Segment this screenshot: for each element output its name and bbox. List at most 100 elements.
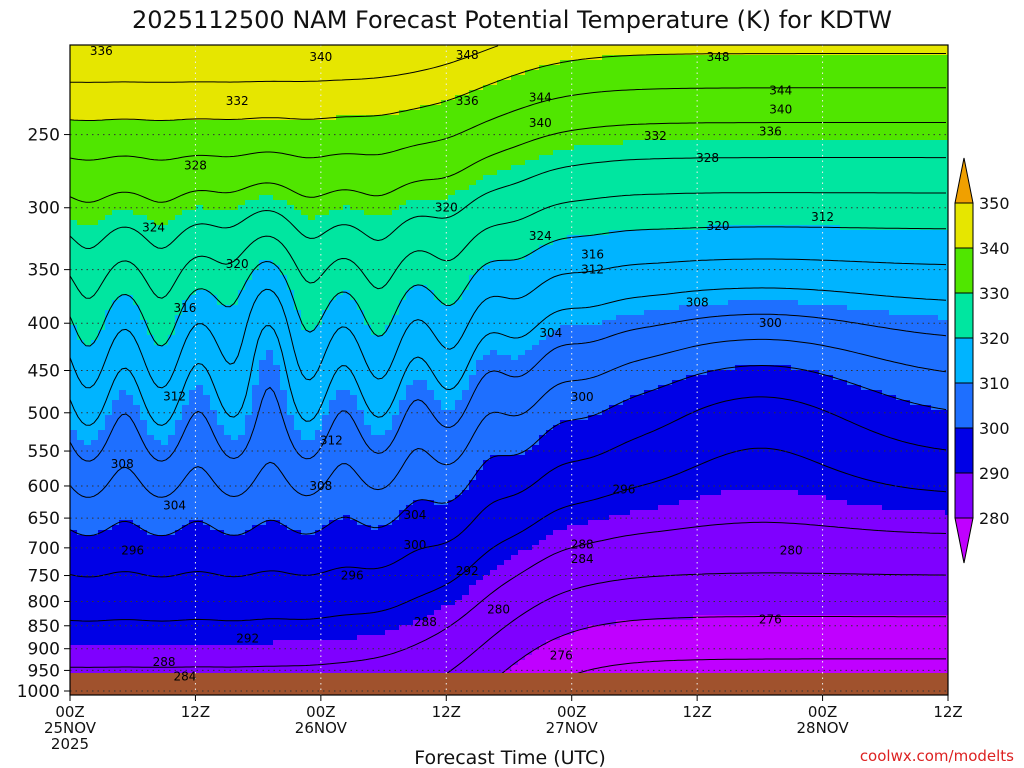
field-cell xyxy=(189,170,197,176)
field-cell xyxy=(175,175,183,181)
field-cell xyxy=(280,555,288,561)
field-cell xyxy=(273,165,281,171)
field-cell xyxy=(133,160,141,166)
field-cell xyxy=(70,535,78,541)
field-cell xyxy=(280,655,288,661)
field-cell xyxy=(133,655,141,661)
field-cell xyxy=(196,140,204,146)
field-cell xyxy=(84,335,92,341)
field-cell xyxy=(77,265,85,271)
field-cell xyxy=(140,75,148,81)
field-cell xyxy=(238,455,246,461)
field-cell xyxy=(224,370,232,376)
field-cell xyxy=(308,190,316,196)
field-cell xyxy=(182,115,190,121)
field-cell xyxy=(322,575,330,581)
field-cell xyxy=(182,80,190,86)
field-cell xyxy=(189,390,197,396)
field-cell xyxy=(238,550,246,556)
field-cell xyxy=(161,595,169,601)
field-cell xyxy=(161,160,169,166)
field-cell xyxy=(301,110,309,116)
field-cell xyxy=(322,265,330,271)
field-cell xyxy=(175,405,183,411)
field-cell xyxy=(287,595,295,601)
field-cell xyxy=(147,580,155,586)
field-cell xyxy=(196,310,204,316)
field-cell xyxy=(329,220,337,226)
field-cell xyxy=(147,625,155,631)
field-cell xyxy=(147,100,155,106)
field-cell xyxy=(189,670,197,676)
field-cell xyxy=(77,545,85,551)
field-cell xyxy=(147,70,155,76)
field-cell xyxy=(315,510,323,516)
field-cell xyxy=(140,595,148,601)
field-cell xyxy=(308,445,316,451)
field-cell xyxy=(84,145,92,151)
field-cell xyxy=(280,410,288,416)
field-cell xyxy=(308,260,316,266)
field-cell xyxy=(196,460,204,466)
field-cell xyxy=(196,70,204,76)
field-cell xyxy=(210,355,218,361)
field-cell xyxy=(161,550,169,556)
field-cell xyxy=(210,340,218,346)
field-cell xyxy=(147,300,155,306)
field-cell xyxy=(217,455,225,461)
field-cell xyxy=(273,355,281,361)
field-cell xyxy=(70,420,78,426)
field-cell xyxy=(280,415,288,421)
field-cell xyxy=(287,165,295,171)
field-cell xyxy=(91,45,99,51)
field-cell xyxy=(308,495,316,501)
field-cell xyxy=(210,605,218,611)
field-cell xyxy=(294,660,302,666)
field-cell xyxy=(189,355,197,361)
field-cell xyxy=(77,610,85,616)
field-cell xyxy=(273,425,281,431)
field-cell xyxy=(196,180,204,186)
field-cell xyxy=(322,645,330,651)
field-cell xyxy=(175,450,183,456)
field-cell xyxy=(189,420,197,426)
field-cell xyxy=(259,255,267,261)
field-cell xyxy=(308,335,316,341)
field-cell xyxy=(224,270,232,276)
field-cell xyxy=(147,175,155,181)
field-cell xyxy=(168,85,176,91)
field-cell xyxy=(231,615,239,621)
field-cell xyxy=(294,555,302,561)
field-cell xyxy=(168,175,176,181)
field-cell xyxy=(252,190,260,196)
field-cell xyxy=(245,640,253,646)
field-cell xyxy=(77,555,85,561)
field-cell xyxy=(308,185,316,191)
field-cell xyxy=(140,250,148,256)
field-cell xyxy=(280,660,288,666)
field-cell xyxy=(140,180,148,186)
field-cell xyxy=(98,610,106,616)
field-cell xyxy=(147,145,155,151)
field-cell xyxy=(189,300,197,306)
field-cell xyxy=(168,400,176,406)
field-cell xyxy=(112,530,120,536)
field-cell xyxy=(105,465,113,471)
field-cell xyxy=(161,180,169,186)
field-cell xyxy=(140,635,148,641)
field-cell xyxy=(294,290,302,296)
field-cell xyxy=(315,555,323,561)
field-cell xyxy=(196,570,204,576)
field-cell xyxy=(315,105,323,111)
field-cell xyxy=(287,415,295,421)
field-cell xyxy=(84,605,92,611)
field-cell xyxy=(161,100,169,106)
field-cell xyxy=(245,50,253,56)
field-cell xyxy=(189,55,197,61)
field-cell xyxy=(217,80,225,86)
field-cell xyxy=(133,290,141,296)
field-cell xyxy=(133,670,141,676)
field-cell xyxy=(245,630,253,636)
field-cell xyxy=(84,240,92,246)
field-cell xyxy=(140,470,148,476)
